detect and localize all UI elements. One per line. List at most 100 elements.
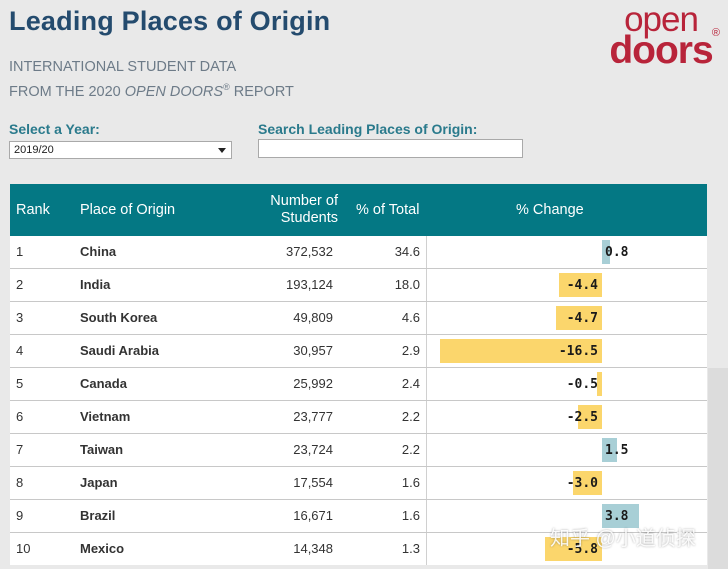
change-bar: [545, 537, 602, 561]
change-label: -5.8: [566, 542, 598, 557]
table-row: 8 Japan 17,554 1.6 -3.0: [10, 466, 707, 499]
change-bar: [572, 471, 602, 495]
year-select-label: Select a Year:: [9, 121, 100, 137]
year-select-value: 2019/20: [14, 144, 54, 156]
rank-cell: 7: [16, 442, 24, 457]
table-row: 7 Taiwan 23,724 2.2 1.5: [10, 433, 707, 466]
students-cell: 17,554: [293, 475, 333, 490]
change-bar: [602, 240, 610, 264]
change-label: 0.8: [605, 245, 629, 260]
change-label: 1.5: [605, 443, 629, 458]
table-row: 9 Brazil 16,671 1.6 3.8: [10, 499, 707, 532]
column-divider: [426, 335, 427, 367]
rank-cell: 2: [16, 277, 24, 292]
subtitle-line-2: FROM THE 2020 OPEN DOORS® REPORT: [9, 82, 294, 100]
table-row: 3 South Korea 49,809 4.6 -4.7: [10, 301, 707, 334]
column-header-place[interactable]: Place of Origin: [80, 202, 176, 218]
page-subtitle: INTERNATIONAL STUDENT DATA FROM THE 2020…: [9, 57, 294, 102]
place-cell: Saudi Arabia: [80, 343, 159, 358]
percent-total-cell: 18.0: [394, 277, 420, 292]
change-bar: [558, 273, 602, 297]
table-row: 1 China 372,532 34.6 0.8: [10, 236, 707, 268]
origin-table: Rank Place of Origin Number of Students …: [10, 184, 707, 565]
place-cell: Canada: [80, 376, 127, 391]
column-divider: [426, 533, 427, 565]
subtitle-line-1: INTERNATIONAL STUDENT DATA: [9, 59, 237, 75]
percent-total-cell: 2.2: [401, 409, 420, 424]
watermark: 知乎 @小道侦探: [550, 528, 696, 550]
table-row: 10 Mexico 14,348 1.3 -5.8: [10, 532, 707, 565]
column-divider: [426, 401, 427, 433]
rank-cell: 8: [16, 475, 24, 490]
column-divider: [426, 236, 427, 268]
table-row: 5 Canada 25,992 2.4 -0.5: [10, 367, 707, 400]
place-cell: Taiwan: [80, 442, 124, 457]
open-doors-logo: open doors ®: [609, 0, 720, 72]
column-header-percent-change[interactable]: % Change: [516, 202, 584, 218]
change-bar: [602, 504, 640, 528]
percent-total-cell: 1.6: [401, 508, 420, 523]
year-select[interactable]: 2019/20: [9, 141, 232, 159]
change-bar: [602, 438, 617, 462]
percent-total-cell: 1.6: [401, 475, 420, 490]
percent-total-cell: 2.2: [401, 442, 420, 457]
rank-cell: 6: [16, 409, 24, 424]
percent-total-cell: 34.6: [394, 244, 420, 259]
scrollbar[interactable]: [708, 368, 728, 569]
place-cell: South Korea: [80, 310, 158, 325]
students-cell: 16,671: [293, 508, 333, 523]
table-row: 6 Vietnam 23,777 2.2 -2.5: [10, 400, 707, 433]
column-divider: [426, 368, 427, 400]
percent-total-cell: 2.4: [401, 376, 420, 391]
rank-cell: 5: [16, 376, 24, 391]
table-row: 4 Saudi Arabia 30,957 2.9 -16.5: [10, 334, 707, 367]
rank-cell: 1: [16, 244, 24, 259]
students-cell: 30,957: [293, 343, 333, 358]
page-title: Leading Places of Origin: [9, 6, 331, 36]
place-cell: Brazil: [80, 508, 116, 523]
percent-total-cell: 2.9: [401, 343, 420, 358]
students-cell: 25,992: [293, 376, 333, 391]
rank-cell: 9: [16, 508, 24, 523]
column-divider: [426, 467, 427, 499]
students-cell: 14,348: [293, 541, 333, 556]
column-header-rank[interactable]: Rank: [16, 202, 50, 218]
students-cell: 23,777: [293, 409, 333, 424]
column-divider: [426, 500, 427, 532]
students-cell: 193,124: [286, 277, 333, 292]
change-label: 3.8: [605, 509, 629, 524]
column-divider: [426, 269, 427, 301]
place-cell: Vietnam: [80, 409, 131, 424]
change-bar: [597, 372, 602, 396]
table-row: 2 India 193,124 18.0 -4.4: [10, 268, 707, 301]
column-header-students[interactable]: Number of Students: [270, 193, 338, 226]
search-label: Search Leading Places of Origin:: [258, 121, 478, 137]
change-bar: [440, 339, 602, 363]
column-header-percent-total[interactable]: % of Total: [356, 202, 420, 218]
rank-cell: 3: [16, 310, 24, 325]
place-cell: China: [80, 244, 117, 259]
change-label: -4.4: [566, 278, 598, 293]
change-bar: [555, 306, 602, 330]
change-label: -3.0: [566, 476, 598, 491]
column-divider: [426, 434, 427, 466]
table-header: Rank Place of Origin Number of Students …: [10, 184, 707, 236]
percent-total-cell: 4.6: [401, 310, 420, 325]
column-divider: [426, 302, 427, 334]
place-cell: Japan: [80, 475, 118, 490]
change-bar: [577, 405, 602, 429]
students-cell: 49,809: [293, 310, 333, 325]
search-input[interactable]: [258, 139, 523, 158]
change-label: -2.5: [566, 410, 598, 425]
students-cell: 372,532: [286, 244, 333, 259]
change-label: -0.5: [566, 377, 598, 392]
change-label: -16.5: [558, 344, 598, 359]
chevron-down-icon: [218, 148, 226, 153]
place-cell: India: [80, 277, 111, 292]
percent-total-cell: 1.3: [401, 541, 420, 556]
place-cell: Mexico: [80, 541, 125, 556]
table-body: 1 China 372,532 34.6 0.8 2 India 193,124 18.0 -4.…: [10, 236, 707, 565]
rank-cell: 10: [16, 541, 31, 556]
rank-cell: 4: [16, 343, 24, 358]
students-cell: 23,724: [293, 442, 333, 457]
